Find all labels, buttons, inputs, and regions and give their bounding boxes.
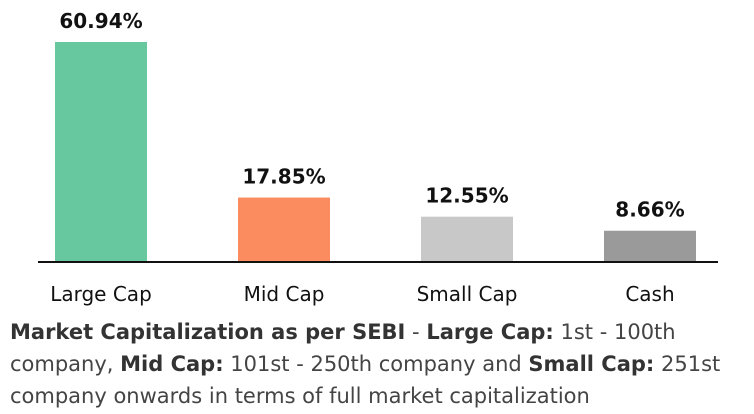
value-label-large-cap: 60.94%	[59, 9, 142, 33]
category-labels-group: Large Cap Mid Cap Small Cap Cash	[50, 282, 674, 306]
value-label-small-cap: 12.55%	[425, 184, 508, 208]
footnote-mid-cap-term: Mid Cap:	[120, 352, 224, 376]
value-label-mid-cap: 17.85%	[242, 165, 325, 189]
footnote: Market Capitalization as per SEBI - Larg…	[10, 316, 748, 412]
category-label-cash: Cash	[625, 282, 674, 306]
bar-small-cap	[421, 216, 513, 262]
value-labels-group: 60.94% 17.85% 12.55% 8.66%	[59, 9, 684, 222]
footnote-title: Market Capitalization as per SEBI	[10, 320, 406, 344]
category-label-large-cap: Large Cap	[50, 282, 152, 306]
bar-large-cap	[55, 42, 147, 262]
bar-chart: 60.94% 17.85% 12.55% 8.66% Large Cap Mid Cap…	[38, 9, 718, 306]
value-label-cash: 8.66%	[615, 198, 684, 222]
bars-group	[55, 42, 696, 262]
bar-cash	[604, 230, 696, 262]
footnote-small-cap-def: 251st company onwards in terms of full m…	[10, 352, 721, 408]
footnote-sep: -	[405, 320, 427, 344]
footnote-large-cap-term: Large Cap:	[426, 320, 554, 344]
footnote-mid-cap-def: 101st - 250th company and	[223, 352, 529, 376]
footnote-large-cap-def: 1st - 100th company,	[10, 320, 676, 376]
bar-mid-cap	[238, 197, 330, 262]
category-label-mid-cap: Mid Cap	[244, 282, 325, 306]
category-label-small-cap: Small Cap	[417, 282, 518, 306]
footnote-small-cap-term: Small Cap:	[528, 352, 655, 376]
